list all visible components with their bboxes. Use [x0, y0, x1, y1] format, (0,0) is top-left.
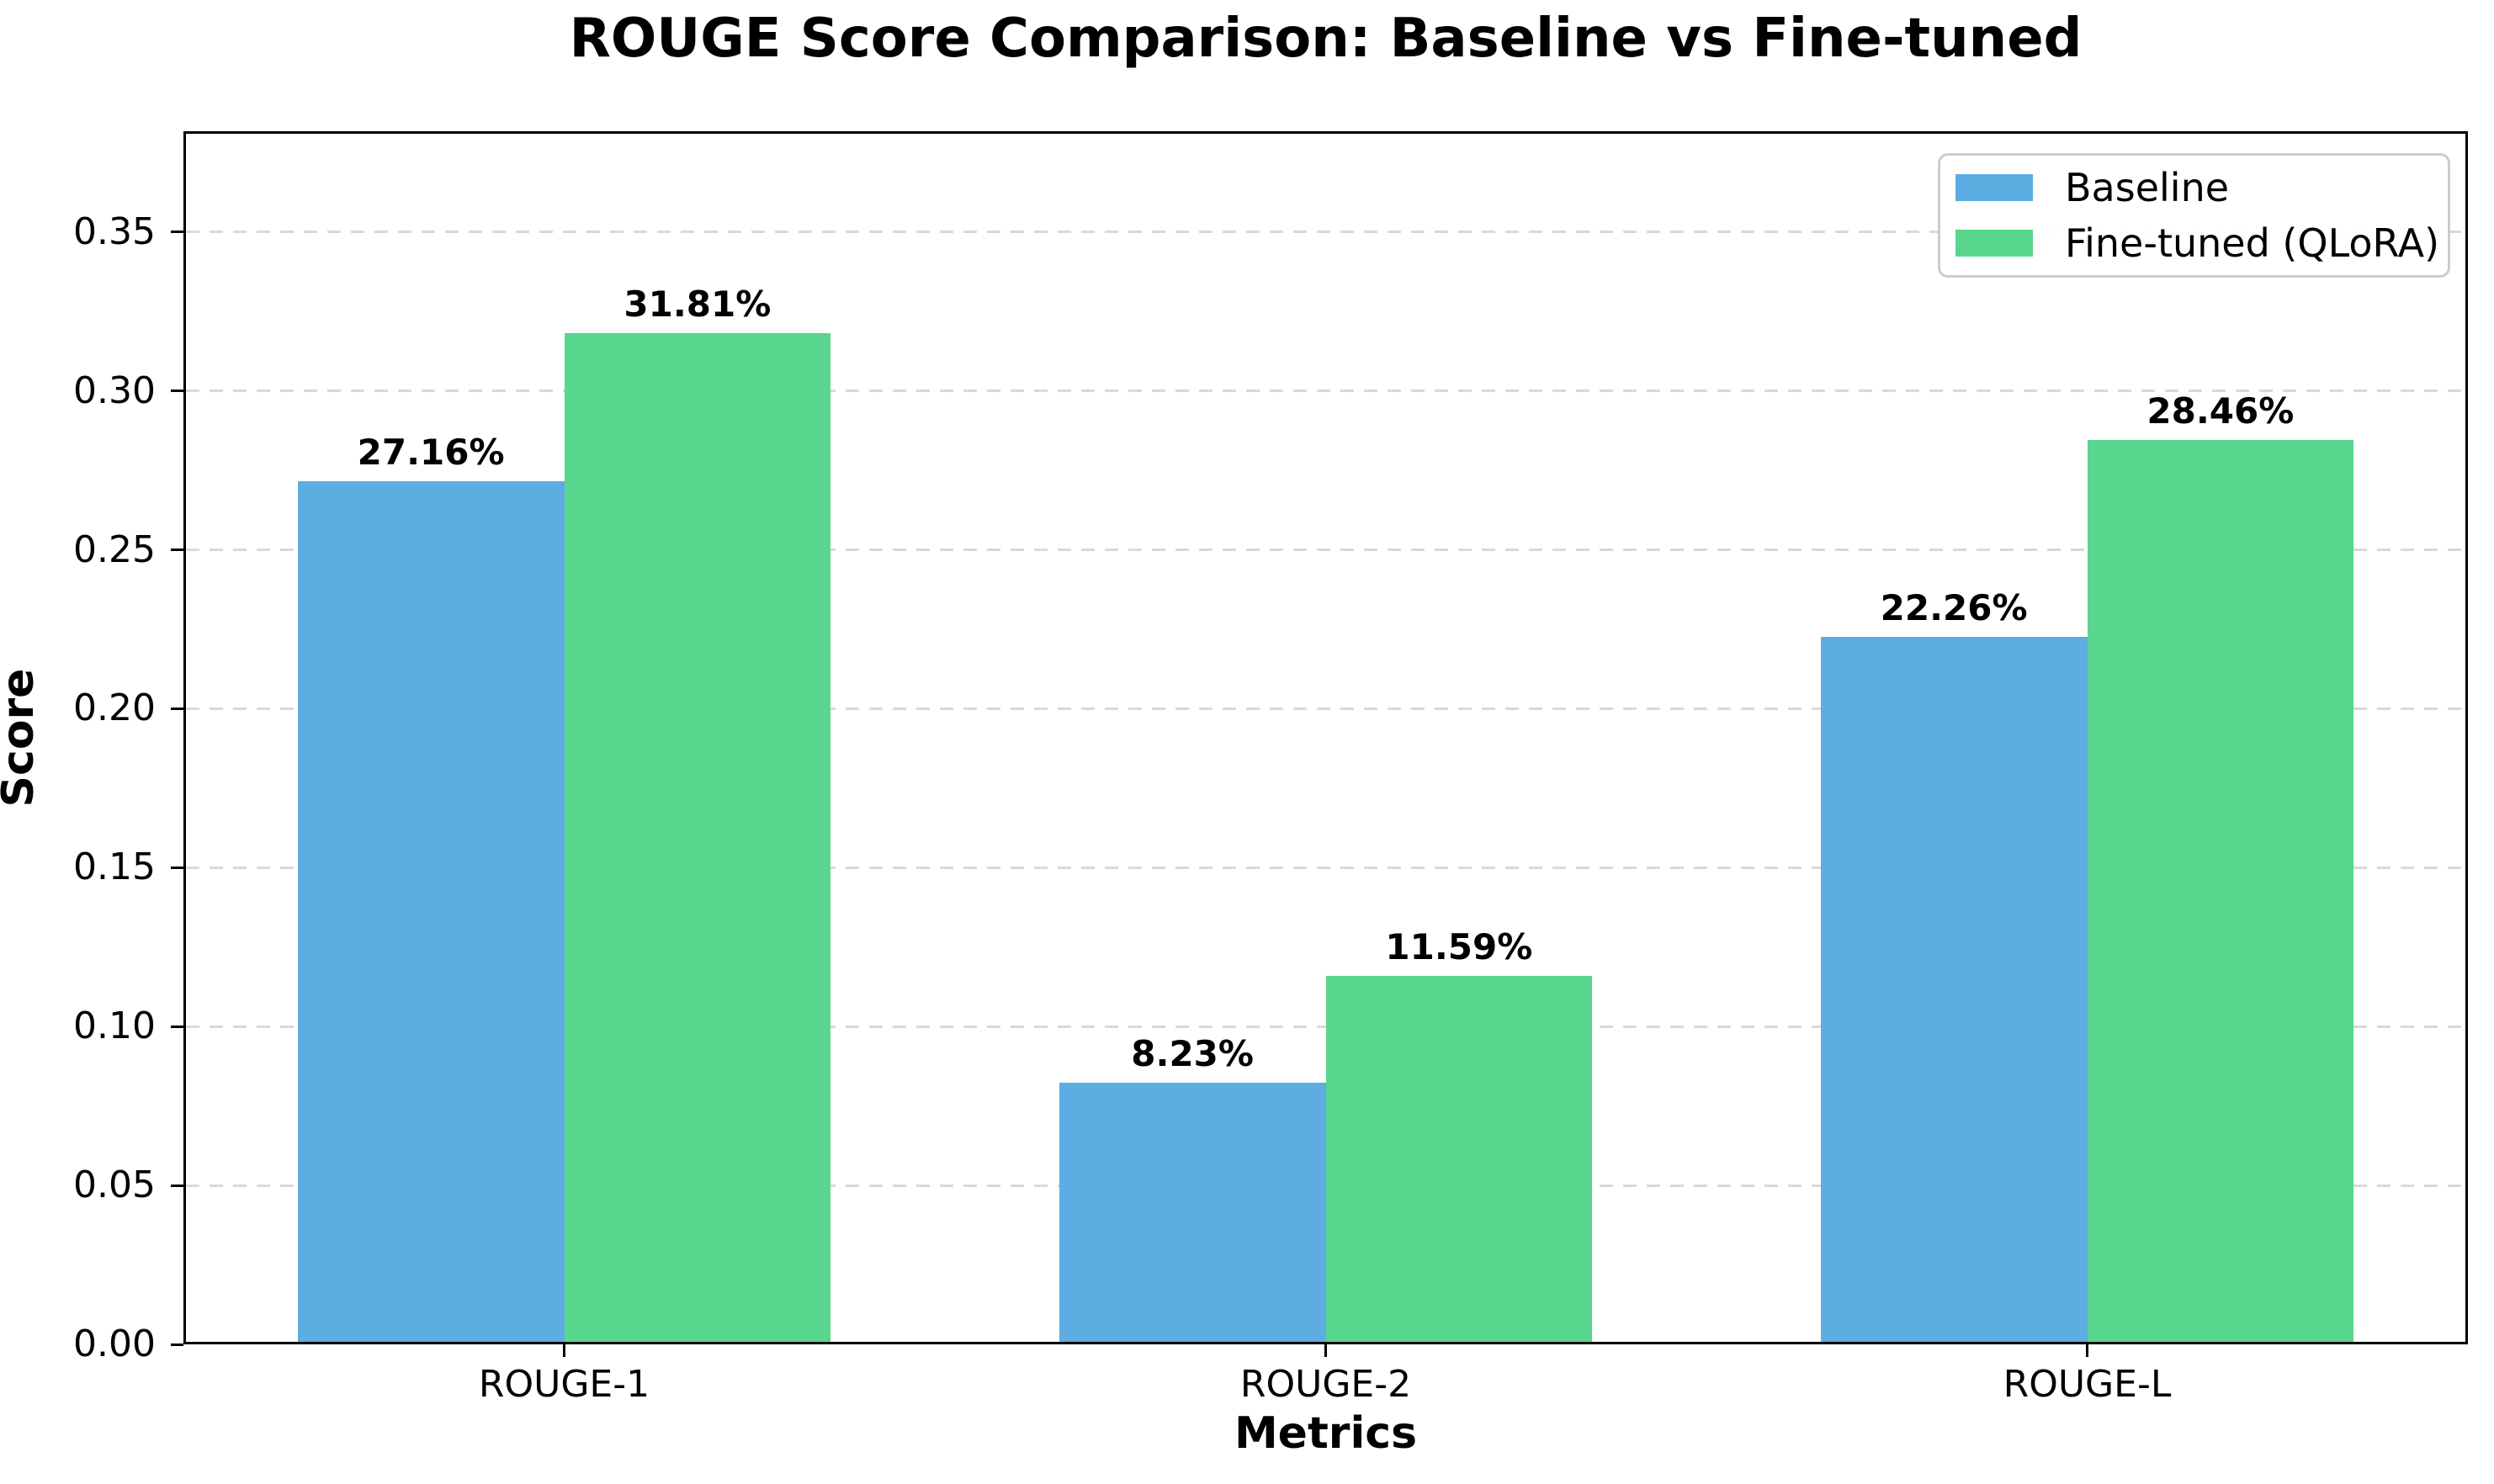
bar-baseline-rouge-1 [297, 480, 565, 1344]
gridline-y-0.3 [186, 390, 2465, 393]
y-tick-mark [171, 707, 183, 710]
y-tick-mark [171, 1343, 183, 1346]
bar-value-label: 8.23% [1131, 1033, 1254, 1075]
gridline-y-0.35 [186, 231, 2465, 234]
y-tick-label: 0.30 [73, 368, 156, 412]
legend-swatch-finetuned [1955, 230, 2033, 257]
y-tick-mark [171, 1184, 183, 1187]
bar-value-label: 28.46% [2146, 390, 2295, 432]
legend-item-finetuned: Fine-tuned (QLoRA) [1955, 215, 2448, 271]
y-tick-mark [171, 390, 183, 393]
legend-swatch-baseline [1955, 174, 2033, 201]
bar-fine-tuned-qlora--rouge-1 [564, 333, 831, 1344]
y-tick-label: 0.15 [73, 845, 156, 889]
legend: Baseline Fine-tuned (QLoRA) [1938, 153, 2450, 278]
legend-label-baseline: Baseline [2065, 165, 2230, 210]
y-tick-label: 0.20 [73, 686, 156, 730]
x-tick-label-rouge-1: ROUGE-1 [478, 1363, 650, 1406]
x-tick-mark [1324, 1344, 1327, 1357]
y-axis-label: Score [0, 668, 44, 808]
gridline-y-0.25 [186, 549, 2465, 552]
y-tick-mark [171, 866, 183, 869]
y-tick-mark [171, 1025, 183, 1028]
gridline-y-0.15 [186, 866, 2465, 869]
bar-fine-tuned-qlora--rouge-2 [1325, 976, 1593, 1344]
x-tick-label-rouge-l: ROUGE-L [2003, 1363, 2172, 1406]
x-tick-label-rouge-2: ROUGE-2 [1239, 1363, 1412, 1406]
y-tick-label: 0.00 [73, 1322, 156, 1365]
bar-value-label: 22.26% [1880, 587, 2028, 629]
y-tick-label: 0.35 [73, 209, 156, 253]
y-tick-mark [171, 549, 183, 552]
bar-value-label: 11.59% [1385, 926, 1533, 968]
y-tick-mark [171, 231, 183, 234]
x-tick-mark [2086, 1344, 2088, 1357]
bar-fine-tuned-qlora--rouge-l [2087, 439, 2354, 1344]
x-axis-label: Metrics [1234, 1408, 1418, 1459]
bar-baseline-rouge-l [1820, 637, 2088, 1344]
y-tick-label: 0.25 [73, 527, 156, 571]
bar-value-label: 31.81% [624, 284, 772, 326]
bar-baseline-rouge-2 [1059, 1083, 1326, 1344]
x-tick-mark [563, 1344, 565, 1357]
gridline-y-0.2 [186, 707, 2465, 710]
legend-item-baseline: Baseline [1955, 160, 2448, 215]
y-tick-label: 0.05 [73, 1163, 156, 1207]
bar-value-label: 27.16% [357, 431, 505, 473]
legend-label-finetuned: Fine-tuned (QLoRA) [2065, 220, 2440, 266]
y-tick-label: 0.10 [73, 1004, 156, 1048]
chart-title: ROUGE Score Comparison: Baseline vs Fine… [569, 8, 2083, 70]
